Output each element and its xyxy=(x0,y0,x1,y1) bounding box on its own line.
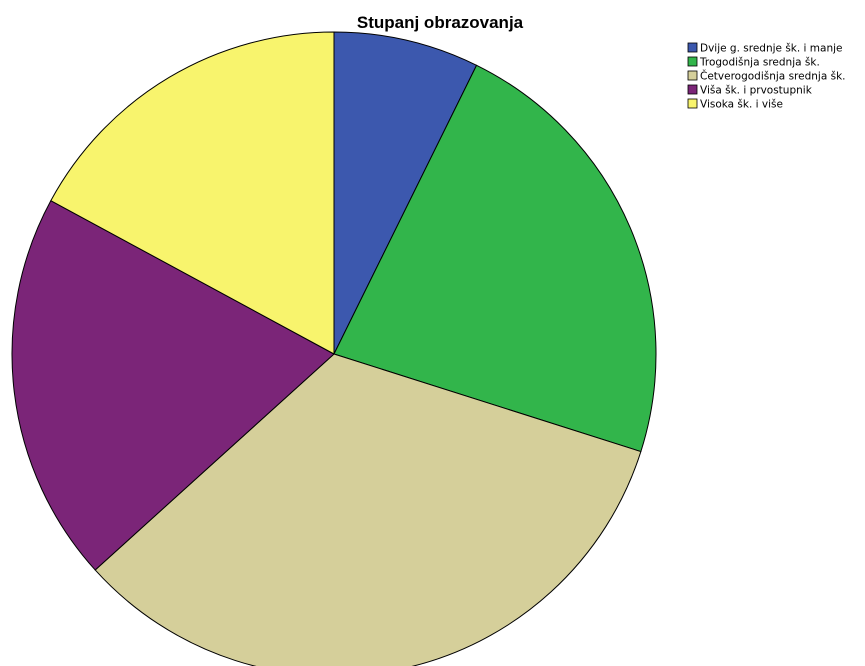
legend-item: Četverogodišnja srednja šk. xyxy=(687,70,846,83)
pie-slice xyxy=(94,353,642,666)
pie-slice xyxy=(333,64,657,453)
legend-item: Dvije g. srednje šk. i manje xyxy=(687,42,843,55)
legend-label: Četverogodišnja srednja šk. xyxy=(700,70,846,83)
pie-slice xyxy=(50,31,335,355)
legend-swatch xyxy=(687,42,698,53)
pie-slice xyxy=(11,200,335,571)
legend-label: Trogodišnja srednja šk. xyxy=(699,57,820,69)
chart-title: Stupanj obrazovanja xyxy=(357,13,524,32)
pie-slice xyxy=(333,31,478,355)
legend-label: Visoka šk. i više xyxy=(700,99,783,111)
legend-label: Dvije g. srednje šk. i manje xyxy=(700,43,843,55)
legend-swatch xyxy=(687,98,698,109)
legend-swatch xyxy=(687,56,698,67)
pie-slices xyxy=(11,31,657,666)
legend-item: Visoka šk. i više xyxy=(687,98,783,111)
legend-label: Viša šk. i prvostupnik xyxy=(700,85,813,97)
legend-item: Viša šk. i prvostupnik xyxy=(687,84,813,97)
legend-item: Trogodišnja srednja šk. xyxy=(687,56,820,69)
chart-legend: Dvije g. srednje šk. i manje Trogodišnja … xyxy=(687,42,846,111)
legend-swatch xyxy=(687,84,698,95)
legend-swatch xyxy=(687,70,698,81)
